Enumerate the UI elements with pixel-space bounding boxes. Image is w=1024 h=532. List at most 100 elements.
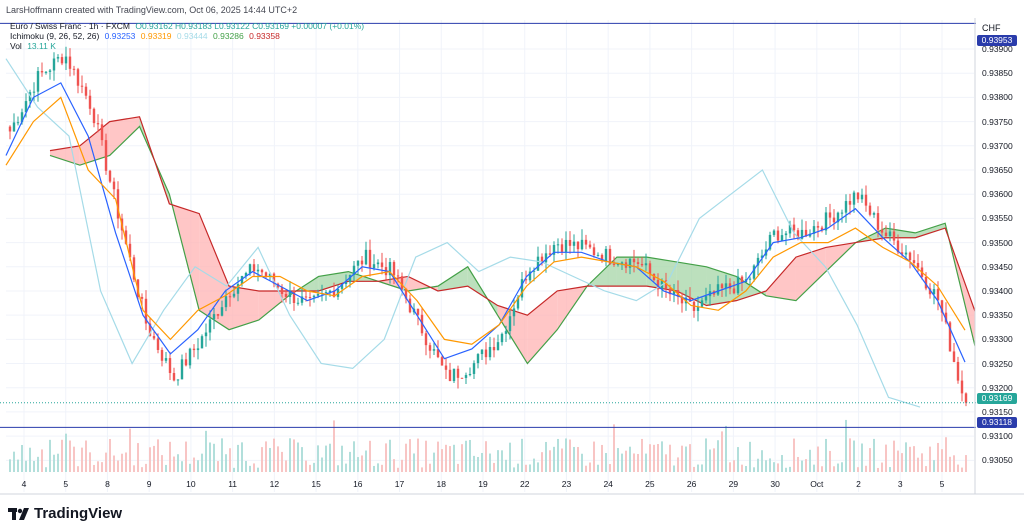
volume-bar	[669, 444, 671, 472]
volume-bar	[89, 452, 91, 472]
candle-body	[956, 361, 960, 381]
candle-body	[76, 69, 80, 86]
volume-bar	[701, 464, 703, 472]
volume-bar	[793, 438, 795, 472]
candle-body	[568, 239, 572, 246]
volume-bar	[117, 460, 119, 472]
price-tick-label: 0.93400	[982, 285, 1013, 296]
symbol-legend-row[interactable]: Euro / Swiss Franc · 1h · FXCM O0.93162 …	[10, 21, 364, 31]
candle-body	[192, 348, 196, 351]
volume-bar	[381, 464, 383, 472]
candle-body	[780, 235, 784, 241]
volume-bar	[269, 447, 271, 472]
candle-body	[696, 306, 700, 311]
volume-bar	[425, 440, 427, 472]
volume-bar	[633, 453, 635, 472]
volume-bar	[889, 467, 891, 472]
candle-body	[112, 181, 116, 190]
tradingview-icon	[8, 507, 29, 520]
candle-body	[576, 241, 580, 250]
candle-body	[960, 380, 964, 394]
candle-body	[748, 278, 752, 280]
volume-bar	[533, 458, 535, 472]
volume-bar	[313, 462, 315, 472]
candle-body	[636, 262, 640, 264]
volume-bar	[565, 438, 567, 472]
volume-bar	[529, 464, 531, 472]
candle-body	[552, 244, 556, 255]
candle-body	[184, 359, 188, 366]
candle-body	[560, 244, 564, 252]
volume-bar	[341, 445, 343, 472]
volume-bar	[877, 467, 879, 472]
cloud-segment	[378, 276, 409, 291]
volume-bar	[257, 467, 259, 472]
ichimoku-legend-row[interactable]: Ichimoku (9, 26, 52, 26) 0.93253 0.93319…	[10, 31, 364, 41]
volume-bar	[309, 464, 311, 472]
leading-span-a-line	[49, 125, 976, 365]
candle-body	[668, 288, 672, 295]
candle-body	[132, 257, 136, 280]
candle-body	[280, 287, 284, 294]
volume-bar	[181, 461, 183, 472]
candle-body	[128, 243, 132, 258]
volume-bar	[521, 438, 523, 472]
horizontal-lines	[0, 22, 976, 428]
cloud-segment	[795, 247, 826, 301]
volume-bar	[693, 466, 695, 472]
candle-body	[56, 57, 60, 59]
candle-body	[300, 296, 304, 303]
volume-bar	[849, 438, 851, 472]
volume-bar	[441, 449, 443, 472]
ichimoku-label[interactable]: Ichimoku (9, 26, 52, 26)	[10, 31, 100, 41]
volume-bar	[549, 450, 551, 472]
volume-bar	[37, 456, 39, 472]
volume-bar	[689, 444, 691, 472]
ichimoku-conversion-value: 0.93253	[104, 31, 136, 41]
candle-body	[20, 112, 24, 123]
volume-bar	[925, 466, 927, 472]
volume-bar	[33, 460, 35, 472]
candle-body	[436, 349, 440, 358]
candle-body	[760, 255, 764, 258]
tradingview-logo[interactable]: TradingView	[8, 505, 122, 522]
volume-legend-row[interactable]: Vol 13.11 K	[10, 41, 364, 51]
volume-bar	[657, 444, 659, 472]
candle-body	[92, 108, 96, 124]
volume-bar	[677, 457, 679, 472]
volume-bar	[541, 452, 543, 472]
volume-bar	[245, 460, 247, 472]
volume-bar	[613, 424, 615, 472]
time-tick-label: 25	[645, 479, 655, 489]
volume-bar	[229, 448, 231, 472]
volume-label[interactable]: Vol	[10, 41, 22, 51]
candle-body	[164, 358, 168, 361]
candle-body	[432, 349, 436, 351]
candle-body	[812, 226, 816, 234]
volume-bar	[473, 455, 475, 472]
volume-bar	[49, 439, 51, 472]
candle-body	[792, 224, 796, 231]
candle-body	[240, 275, 244, 285]
time-tick-label: Oct	[810, 479, 824, 489]
volume-bar	[273, 438, 275, 472]
volume-bar	[841, 462, 843, 472]
volume-bar	[777, 463, 779, 472]
candle-body	[488, 347, 492, 358]
volume-bar	[205, 430, 207, 472]
symbol-title[interactable]: Euro / Swiss Franc · 1h · FXCM	[10, 21, 130, 31]
candle-body	[472, 363, 476, 374]
time-tick-label: 22	[519, 479, 530, 489]
volume-bar	[953, 455, 955, 472]
volume-bar	[789, 466, 791, 472]
volume-bar	[745, 466, 747, 472]
volume-bar	[857, 467, 859, 472]
volume-bar	[741, 464, 743, 472]
volume-bar	[721, 431, 723, 472]
candle-body	[380, 262, 384, 268]
candle-body	[908, 252, 912, 261]
volume-bar	[957, 464, 959, 472]
price-tick-label: 0.93350	[982, 310, 1013, 321]
currency-label[interactable]: CHF	[982, 23, 1001, 33]
